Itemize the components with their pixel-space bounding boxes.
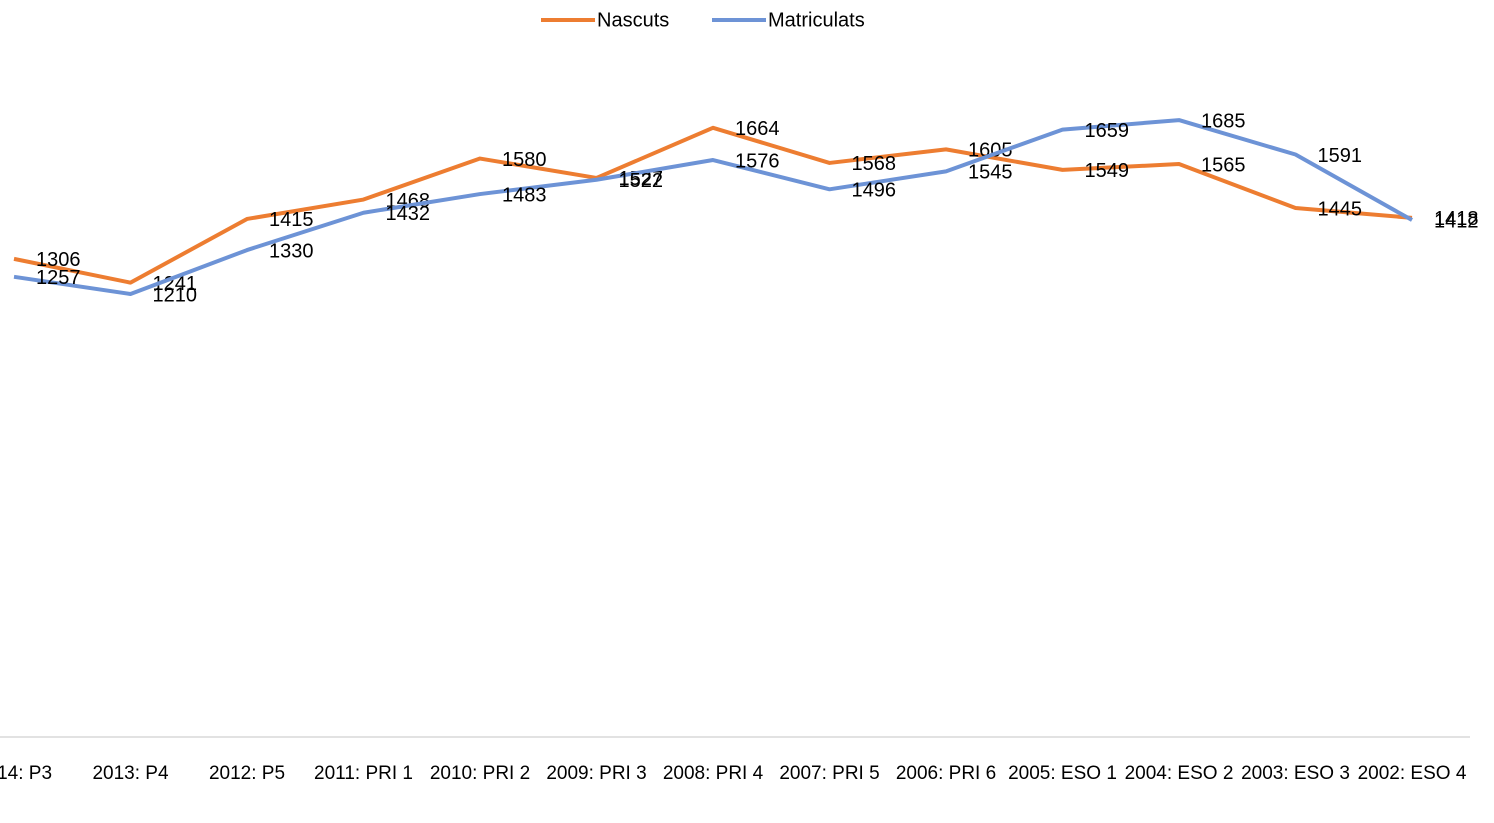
data-label: 1576: [735, 150, 780, 172]
data-label: 1580: [502, 149, 547, 171]
data-label: 1412: [1434, 210, 1479, 232]
data-label: 1605: [968, 140, 1013, 162]
x-tick-label: 2011: PRI 1: [314, 763, 413, 784]
x-tick-label: 2012: P5: [208, 763, 286, 784]
x-tick-label: 2007: PRI 5: [779, 763, 880, 784]
data-label: 1685: [1201, 110, 1246, 132]
data-label: 1545: [968, 162, 1013, 184]
data-label: 1565: [1201, 154, 1246, 176]
x-tick-label: 2013: P4: [92, 763, 169, 784]
data-label: 1483: [502, 184, 547, 206]
data-label: 1522: [619, 170, 664, 192]
data-label: 1210: [153, 284, 198, 306]
data-label: 1415: [269, 209, 314, 231]
data-label: 1496: [852, 180, 897, 202]
data-label: 1659: [1085, 120, 1130, 142]
x-tick-label: 2003: ESO 3: [1241, 763, 1350, 784]
x-tick-label: 2004: ESO 2: [1124, 763, 1234, 784]
legend-label: Nascuts: [597, 9, 669, 31]
legend-label: Matriculats: [768, 9, 865, 31]
x-tick-label: 2010: PRI 2: [429, 763, 531, 784]
x-tick-label: 2009: PRI 3: [546, 763, 647, 784]
x-tick-label: 2006: PRI 6: [895, 763, 997, 784]
line-series: [13, 125, 1413, 285]
x-tick-label: 2014: P3: [0, 763, 53, 784]
data-label: 1591: [1318, 145, 1363, 167]
data-label: 1549: [1085, 160, 1130, 182]
data-label: 1330: [269, 240, 314, 262]
x-tick-label: 2008: PRI 4: [662, 763, 764, 784]
data-label: 1257: [36, 267, 81, 289]
data-label: 1241: [153, 273, 198, 295]
x-tick-label: 2005: ESO 1: [1008, 763, 1117, 784]
x-tick-label: 2002: ESO 4: [1357, 763, 1467, 784]
line-series: [13, 118, 1413, 297]
data-label: 1306: [36, 249, 81, 271]
data-label: 1568: [852, 153, 897, 175]
data-label: 1664: [735, 118, 780, 140]
data-label: 1418: [1434, 208, 1479, 230]
data-label: 1445: [1318, 198, 1363, 220]
data-label: 1432: [386, 203, 431, 225]
